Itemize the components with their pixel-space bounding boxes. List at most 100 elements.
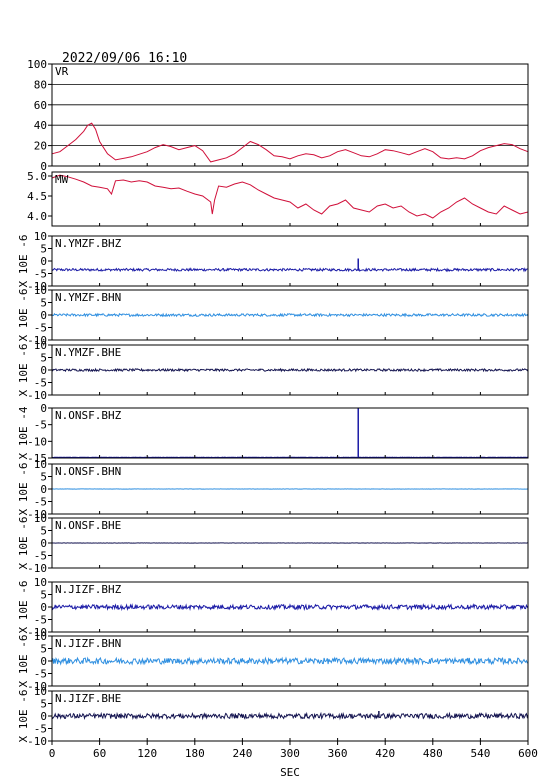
series-line: [51, 122, 529, 163]
y-tick-label: 4.5: [27, 190, 47, 203]
y-tick-label: -5: [34, 614, 47, 627]
y-tick-label: -5: [34, 419, 47, 432]
panel-n-onsf-bhz: 0 -5 -10 -15 N.ONSF.BHZ X 10E -4: [17, 402, 529, 465]
header-datetime: 2022/09/06 16:10: [62, 51, 187, 66]
x-tick-label: 180: [185, 747, 205, 760]
y-tick-label: 10: [34, 458, 47, 471]
y-axis-label: X 10E -6: [17, 635, 30, 688]
y-tick-label: -5: [34, 723, 47, 736]
y-axis-label: X 10E -6: [17, 463, 30, 516]
series-name: N.ONSF.BHN: [55, 465, 121, 478]
series-name: N.YMZF.BHN: [55, 291, 121, 304]
x-tick-label: 120: [137, 747, 157, 760]
series-line: [51, 267, 529, 273]
y-tick-label: -10: [27, 680, 47, 693]
y-axis-label: X 10E -6: [17, 289, 30, 342]
y-axis-label: X 10E -6: [17, 581, 30, 634]
y-tick-label: 0: [40, 364, 47, 377]
y-tick-label: 0: [40, 710, 47, 723]
y-tick-label: 10: [34, 685, 47, 698]
series-line: [51, 711, 529, 721]
series-line: [51, 174, 529, 219]
y-tick-label: -10: [27, 334, 47, 347]
y-tick-label: 10: [34, 630, 47, 643]
y-axis-label: X 10E -6: [17, 344, 30, 397]
y-tick-label: 5: [40, 525, 47, 538]
y-tick-label: 5.0: [27, 170, 47, 183]
y-tick-label: 10: [34, 576, 47, 589]
x-tick-label: 360: [328, 747, 348, 760]
y-tick-label: 0: [40, 537, 47, 550]
y-tick-label: -15: [27, 452, 47, 465]
y-tick-label: 5: [40, 243, 47, 256]
series-name: VR: [55, 65, 69, 78]
y-tick-label: -10: [27, 508, 47, 521]
y-tick-label: 0: [40, 160, 47, 173]
y-tick-label: 10: [34, 512, 47, 525]
x-axis: 0 60 120 180 240 300 360 420 480 540 600: [49, 741, 538, 760]
y-tick-label: -5: [34, 550, 47, 563]
y-tick-label: 10: [34, 284, 47, 297]
y-axis-label: X 10E -6: [17, 517, 30, 570]
y-tick-label: 5: [40, 698, 47, 711]
series-name: N.ONSF.BHZ: [55, 409, 122, 422]
y-tick-label: -5: [34, 668, 47, 681]
y-tick-label: -10: [27, 562, 47, 575]
y-tick-label: 5: [40, 589, 47, 602]
x-tick-label: 480: [423, 747, 443, 760]
y-tick-label: 100: [27, 58, 47, 71]
y-tick-label: -5: [34, 377, 47, 390]
y-tick-label: 0: [40, 309, 47, 322]
panel-frame: [51, 235, 529, 287]
panels: 100806040200VR5.04.54.0MW1050-5-10N.YMZF…: [17, 58, 529, 748]
series-name: N.JIZF.BHN: [55, 637, 121, 650]
series-line: [51, 367, 529, 373]
series-name: N.ONSF.BHE: [55, 519, 121, 532]
y-tick-label: -10: [27, 735, 47, 748]
y-tick-label: 20: [34, 140, 47, 153]
y-tick-label: 0: [40, 402, 47, 415]
y-axis-label: X 10E -4: [17, 406, 30, 459]
y-axis-label: X 10E -6: [17, 235, 30, 288]
panel-mw: 5.0 4.5 4.0 MW: [27, 170, 529, 227]
y-tick-label: 60: [34, 99, 47, 112]
x-tick-label: 600: [518, 747, 538, 760]
x-tick-label: 540: [470, 747, 490, 760]
series-name: N.YMZF.BHZ: [55, 237, 122, 250]
y-tick-label: 5: [40, 352, 47, 365]
panel-frame: [51, 407, 529, 459]
y-tick-label: 10: [34, 339, 47, 352]
y-tick-label: 5: [40, 297, 47, 310]
y-tick-label: -5: [34, 322, 47, 335]
y-tick-label: 5: [40, 643, 47, 656]
series-line: [51, 603, 529, 612]
series-line: [51, 312, 529, 318]
y-tick-label: 0: [40, 483, 47, 496]
series-name: N.YMZF.BHE: [55, 346, 121, 359]
series-line: [51, 656, 529, 666]
x-tick-label: 0: [49, 747, 56, 760]
y-tick-label: -10: [27, 280, 47, 293]
y-tick-label: 80: [34, 78, 47, 91]
x-tick-label: 60: [93, 747, 106, 760]
x-tick-label: 300: [280, 747, 300, 760]
series-name: N.JIZF.BHE: [55, 692, 121, 705]
x-tick-label: 420: [375, 747, 395, 760]
x-tick-label: 240: [232, 747, 252, 760]
y-tick-label: 10: [34, 230, 47, 243]
y-tick-label: -10: [27, 389, 47, 402]
panel-frame: [51, 63, 529, 167]
y-tick-label: 0: [40, 601, 47, 614]
y-tick-label: 0: [40, 655, 47, 668]
y-tick-label: -10: [27, 435, 47, 448]
y-tick-label: -5: [34, 268, 47, 281]
